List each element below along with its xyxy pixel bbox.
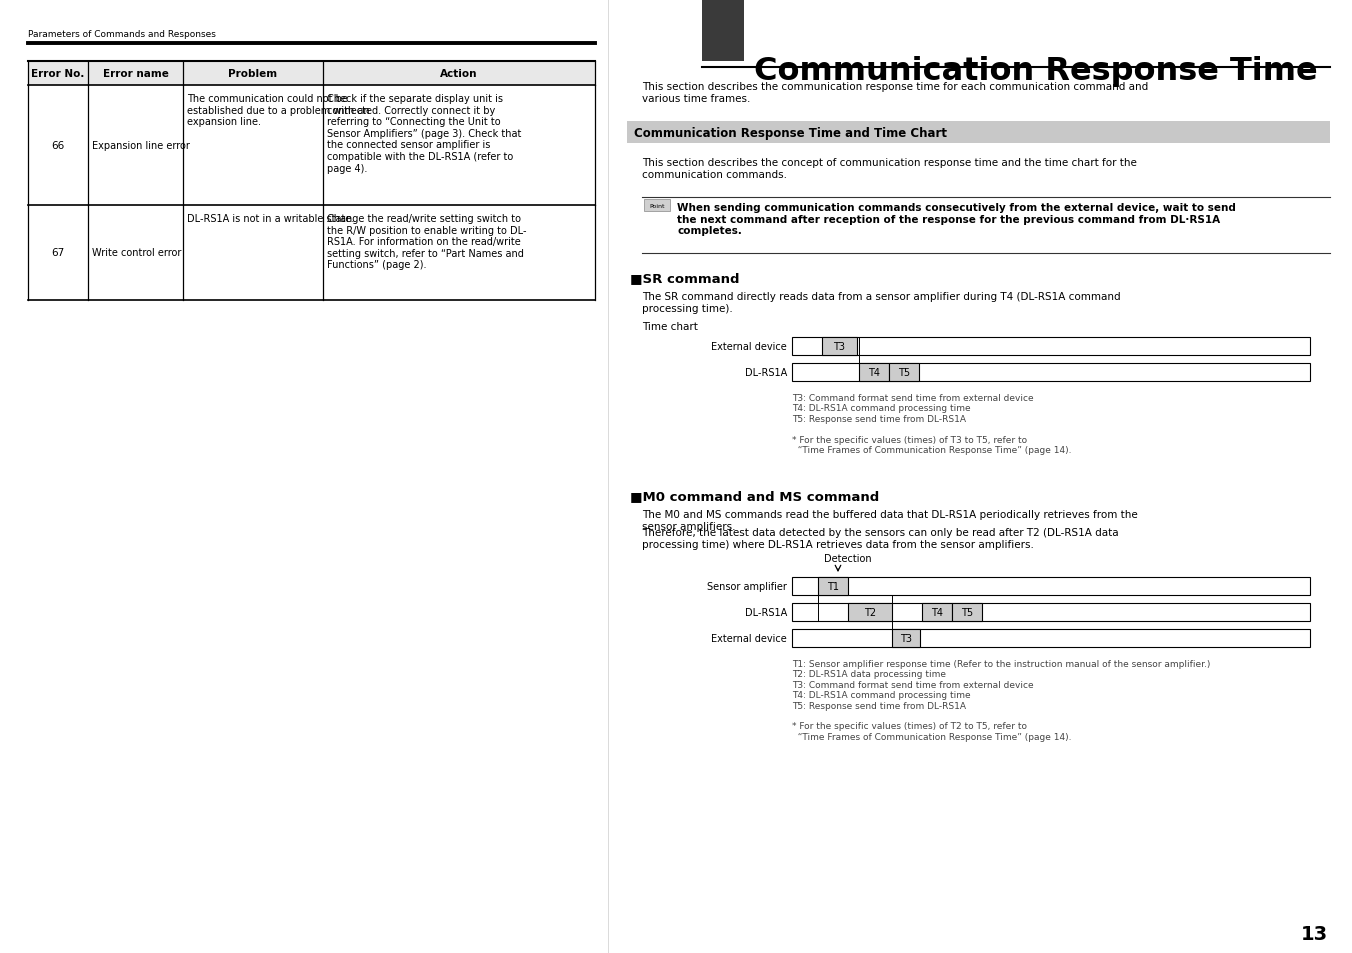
Text: Communication Response Time: Communication Response Time xyxy=(754,56,1318,87)
Bar xyxy=(792,364,1310,381)
Text: This section describes the communication response time for each communication co: This section describes the communication… xyxy=(642,82,1148,104)
Text: Therefore, the latest data detected by the sensors can only be read after T2 (DL: Therefore, the latest data detected by t… xyxy=(642,527,1118,549)
Text: 67: 67 xyxy=(51,248,65,258)
Text: Problem: Problem xyxy=(228,69,277,79)
Text: The M0 and MS commands read the buffered data that DL-RS1A periodically retrieve: The M0 and MS commands read the buffered… xyxy=(642,510,1138,531)
Text: 66: 66 xyxy=(51,141,65,151)
Bar xyxy=(792,578,1310,596)
Bar xyxy=(644,200,671,212)
Text: External device: External device xyxy=(711,341,787,352)
Text: The SR command directly reads data from a sensor amplifier during T4 (DL-RS1A co: The SR command directly reads data from … xyxy=(642,292,1121,314)
Text: Parameters of Commands and Responses: Parameters of Commands and Responses xyxy=(28,30,216,39)
Text: Detection: Detection xyxy=(823,554,872,563)
Text: Communication Response Time and Time Chart: Communication Response Time and Time Cha… xyxy=(634,127,946,139)
Text: T1: T1 xyxy=(827,581,840,592)
Text: T3: T3 xyxy=(900,634,913,643)
Text: External device: External device xyxy=(711,634,787,643)
Text: Error No.: Error No. xyxy=(31,69,85,79)
Bar xyxy=(848,603,892,621)
Bar xyxy=(28,62,595,86)
Text: DL-RS1A is not in a writable state.: DL-RS1A is not in a writable state. xyxy=(187,213,354,224)
Text: Error name: Error name xyxy=(103,69,169,79)
Bar xyxy=(952,603,982,621)
Text: Change the read/write setting switch to
the R/W position to enable writing to DL: Change the read/write setting switch to … xyxy=(327,213,526,270)
Text: T1: Sensor amplifier response time (Refer to the instruction manual of the senso: T1: Sensor amplifier response time (Refe… xyxy=(792,659,1210,741)
Text: ■SR command: ■SR command xyxy=(630,272,740,285)
Bar xyxy=(859,364,890,381)
Text: T4: T4 xyxy=(932,607,942,618)
Bar xyxy=(822,337,857,355)
Text: This section describes the concept of communication response time and the time c: This section describes the concept of co… xyxy=(642,158,1137,179)
Text: T2: T2 xyxy=(864,607,876,618)
Bar xyxy=(702,0,744,62)
Text: T4: T4 xyxy=(868,368,880,377)
Text: DL-RS1A: DL-RS1A xyxy=(745,607,787,618)
Text: T5: T5 xyxy=(898,368,910,377)
Bar xyxy=(922,603,952,621)
Bar xyxy=(792,337,1310,355)
Bar xyxy=(890,364,919,381)
Text: T5: T5 xyxy=(961,607,973,618)
Text: 13: 13 xyxy=(1301,924,1328,943)
Text: Write control error: Write control error xyxy=(92,248,181,258)
Text: Time chart: Time chart xyxy=(642,322,698,332)
Text: ■M0 command and MS command: ■M0 command and MS command xyxy=(630,490,879,502)
Bar xyxy=(792,629,1310,647)
Text: DL-RS1A: DL-RS1A xyxy=(745,368,787,377)
Bar xyxy=(892,629,919,647)
Text: T3: Command format send time from external device
T4: DL-RS1A command processing: T3: Command format send time from extern… xyxy=(792,394,1072,455)
Text: Point: Point xyxy=(649,203,665,209)
Bar xyxy=(792,603,1310,621)
Text: The communication could not be
established due to a problem with an
expansion li: The communication could not be establish… xyxy=(187,94,369,127)
Text: T3: T3 xyxy=(833,341,845,352)
Bar xyxy=(627,122,1330,144)
Text: Check if the separate display unit is
connected. Correctly connect it by
referri: Check if the separate display unit is co… xyxy=(327,94,522,173)
Text: Expansion line error: Expansion line error xyxy=(92,141,189,151)
Text: When sending communication commands consecutively from the external device, wait: When sending communication commands cons… xyxy=(677,203,1236,236)
Text: Sensor amplifier: Sensor amplifier xyxy=(707,581,787,592)
Bar xyxy=(818,578,848,596)
Text: Action: Action xyxy=(441,69,477,79)
